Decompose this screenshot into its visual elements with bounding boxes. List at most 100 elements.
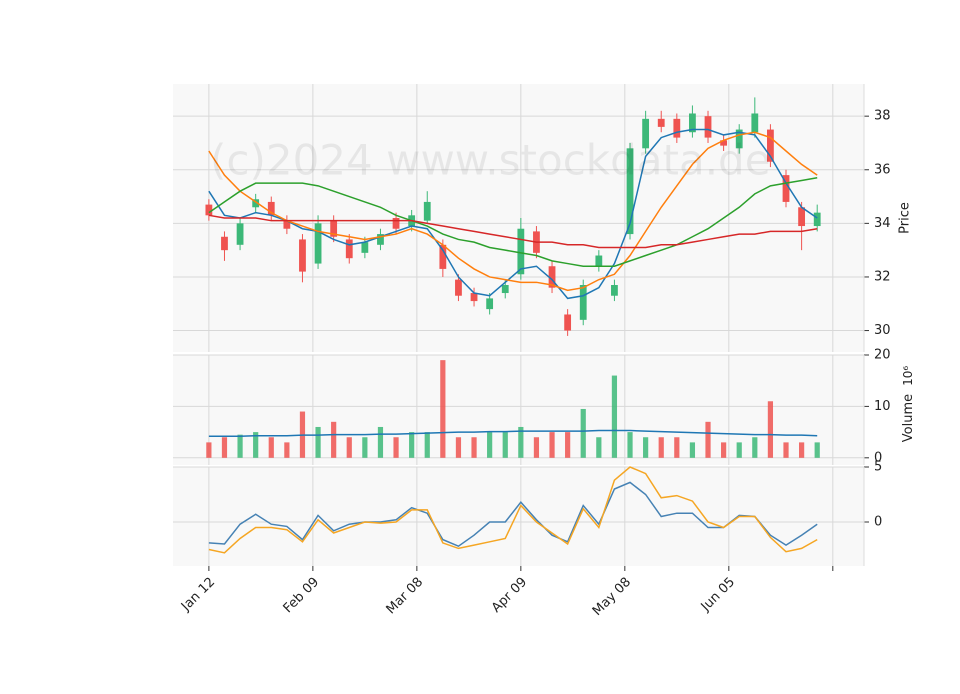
volume-bar [471,437,477,458]
volume-bar [752,437,758,458]
watermark: (c)2024 www.stockdata.de [210,136,771,185]
candle-body [564,314,572,331]
candle-body [657,118,665,127]
volume-bar [377,426,384,458]
candle-body [720,140,728,146]
candle-body [782,175,790,202]
volume-bar [596,437,602,458]
volume-bar [799,442,805,458]
candle-body [236,223,244,245]
candle-body [361,242,369,253]
moving-average [208,177,818,267]
volume-bar [455,437,462,458]
volume-bar [736,442,742,458]
candle-body [689,113,696,133]
volume-bar [206,442,212,458]
candle-body [252,199,260,208]
x-tick-label: Mar 08 [384,575,427,618]
candle-body [798,207,806,227]
volume-bar [409,432,415,458]
candle-body [704,116,712,138]
volume-bar [253,432,259,458]
volume-bar [424,432,430,458]
panel-background [173,467,864,566]
candle-body [299,239,306,272]
panel-background [173,84,864,352]
y-tick-label: 34 [874,216,891,231]
volume-bar [393,437,399,458]
moving-average [208,128,818,300]
y-tick-label: 5 [874,460,882,475]
candle-body [579,285,587,320]
volume-bar [221,437,228,458]
oscillator-line [208,481,818,548]
candle-body [595,255,603,267]
y-tick-label: 38 [874,109,891,124]
candle-body [673,118,681,138]
volume-bar [315,426,321,458]
candle-body [221,236,228,251]
volume-bar [721,442,727,458]
volume-bar [502,432,508,458]
y-tick-label: 32 [874,269,891,284]
candle-body [392,218,400,229]
volume-bar [814,442,820,458]
volume-bar [518,426,524,458]
candle-body [626,148,634,235]
candle-body [205,204,213,216]
volume-bar [284,442,290,458]
volume-bar [783,442,789,458]
volume-bar [440,360,446,458]
volume-bar [362,437,368,458]
x-tick-label: Apr 09 [489,575,530,616]
candle-body [314,223,322,264]
volume-bar [705,421,711,458]
y-axis-label-text: Volume [901,394,916,442]
x-tick-label: Feb 09 [281,575,323,617]
x-tick-label: May 08 [590,575,634,619]
y-tick-label: 10 [874,399,891,414]
oscillator-line [208,466,818,554]
candle-body [517,228,525,275]
volume-bar [549,432,555,458]
x-tick-label: Jan 12 [178,575,218,615]
y-tick-label: 20 [874,348,891,363]
volume-bar [580,408,586,458]
volume-bar [565,432,571,458]
candle-body [439,244,447,269]
moving-average [208,214,818,249]
y-tick-label: 36 [874,162,891,177]
candle-body [345,239,353,259]
y-tick-label: 0 [874,450,882,465]
candle-body [455,279,462,296]
volume-bar [627,432,633,458]
volume-bar [643,437,649,458]
candle-body [548,266,556,288]
candle-body [470,293,478,302]
candle-body [767,129,774,162]
volume-bar [346,437,352,458]
x-tick-label: Jun 05 [698,575,738,615]
candle-body [330,220,338,237]
y-tick-label: 0 [874,515,882,530]
volume-bar [331,421,337,458]
volume-average [208,429,818,437]
candle-body [377,234,384,245]
y-axis-label: Volume 10⁶ [901,366,916,443]
volume-bar [674,437,680,458]
y-axis-label: Price [898,202,913,234]
candle-body [735,129,743,149]
candle-body [501,285,509,294]
volume-bar [268,437,274,458]
volume-bar [689,442,696,458]
volume-bar [611,375,618,458]
candle-body [283,220,291,229]
y-axis-multiplier: 10⁶ [901,366,915,386]
candle-body [642,118,650,149]
candle-body [751,113,759,133]
candle-body [611,285,618,296]
volume-bar [658,437,664,458]
volume-bar [237,434,243,458]
volume-bar [533,437,540,458]
